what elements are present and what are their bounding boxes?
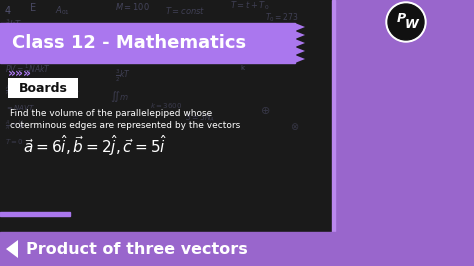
Text: $\frac{M}{m}=\frac{\mu}{1}$: $\frac{M}{m}=\frac{\mu}{1}$ <box>5 43 26 59</box>
Polygon shape <box>0 23 305 63</box>
Text: Boards: Boards <box>18 81 67 94</box>
Text: $T=const$: $T=const$ <box>165 6 205 16</box>
Text: $\vec{a} = 6\hat{i}, \vec{b} = 2\hat{j}, \vec{c} = 5\hat{i}$: $\vec{a} = 6\hat{i}, \vec{b} = 2\hat{j},… <box>23 134 167 159</box>
Text: $\frac{A}{A}=\frac{V}{1}$: $\frac{A}{A}=\frac{V}{1}$ <box>5 119 24 133</box>
Text: Class 12 - Mathematics: Class 12 - Mathematics <box>12 34 246 52</box>
Text: $\frac{3}{4}kT$: $\frac{3}{4}kT$ <box>5 18 22 34</box>
Bar <box>8 78 78 98</box>
Text: $PV_M$: $PV_M$ <box>160 40 176 52</box>
Text: »»»: »»» <box>8 66 32 80</box>
Text: $T=0$: $T=0$ <box>5 136 24 146</box>
Bar <box>0 23 295 63</box>
Text: $A_{01}$: $A_{01}$ <box>55 5 70 17</box>
Text: W: W <box>405 19 419 31</box>
Circle shape <box>388 4 424 40</box>
Text: E: E <box>30 3 36 13</box>
Circle shape <box>386 2 426 42</box>
Text: $=NAVT$: $=NAVT$ <box>50 89 80 98</box>
Text: $\frac{3}{2}kT$: $\frac{3}{2}kT$ <box>115 68 131 84</box>
Text: $\oplus$: $\oplus$ <box>260 106 270 117</box>
Text: k: k <box>240 65 244 71</box>
Bar <box>0 212 70 216</box>
Text: $=NAVT$: $=NAVT$ <box>5 103 35 113</box>
Text: 4: 4 <box>5 6 11 16</box>
Text: $\int\!\!\int m$: $\int\!\!\int m$ <box>110 89 129 103</box>
Text: $kNA_{Rob}$: $kNA_{Rob}$ <box>90 42 118 54</box>
Text: $\otimes$: $\otimes$ <box>290 120 299 131</box>
Polygon shape <box>6 240 18 258</box>
Bar <box>0 232 474 266</box>
Text: $M=100$: $M=100$ <box>115 1 150 11</box>
Bar <box>332 0 335 266</box>
Text: Product of three vectors: Product of three vectors <box>26 242 248 256</box>
Text: $k=3600$: $k=3600$ <box>150 102 182 110</box>
Text: $T=t+T_0$: $T=t+T_0$ <box>230 0 269 12</box>
Bar <box>335 0 474 266</box>
Text: Find the volume of the parallelepiped whose: Find the volume of the parallelepiped wh… <box>10 110 212 118</box>
Text: coterminous edges are represented by the vectors: coterminous edges are represented by the… <box>10 120 240 130</box>
Text: $Ve=T_0$: $Ve=T_0$ <box>200 50 229 62</box>
Text: $PV=\frac{1}{3}NAkT$: $PV=\frac{1}{3}NAkT$ <box>5 63 51 79</box>
Text: P: P <box>396 13 406 26</box>
Text: $T_0=273$: $T_0=273$ <box>265 12 299 24</box>
Text: $\frac{A}{A}=\frac{V}{1}$: $\frac{A}{A}=\frac{V}{1}$ <box>5 84 24 98</box>
Text: $S=3N_A$: $S=3N_A$ <box>185 112 215 124</box>
